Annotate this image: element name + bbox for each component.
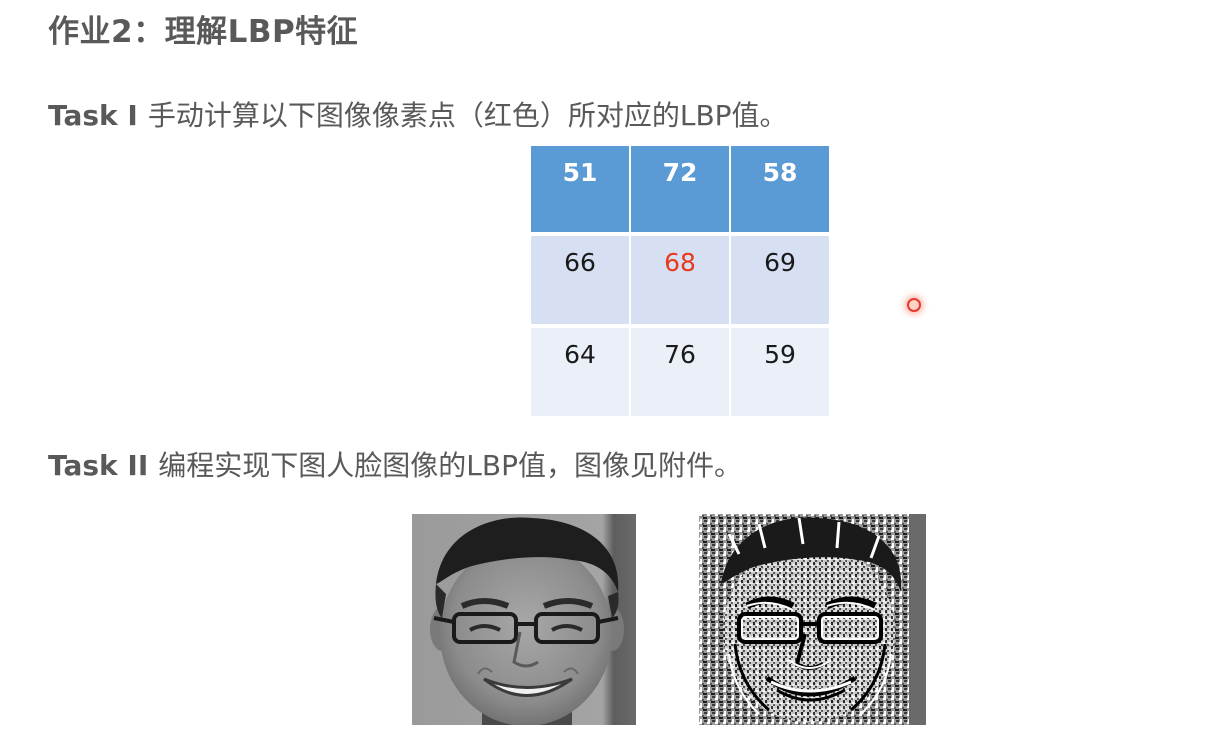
task-2-text: 编程实现下图人脸图像的LBP值，图像见附件。 xyxy=(158,449,742,482)
face-photo-image xyxy=(412,514,636,725)
pointer-cursor-icon xyxy=(907,298,921,312)
task-1-text: 手动计算以下图像像素点（红色）所对应的LBP值。 xyxy=(148,99,788,132)
task-2: Task II 编程实现下图人脸图像的LBP值，图像见附件。 xyxy=(48,444,742,484)
lbp-texture-icon xyxy=(699,514,926,725)
grid-cell-2-1: 76 xyxy=(631,328,729,416)
face-photo-icon xyxy=(412,514,636,725)
lbp-texture-image xyxy=(699,514,926,725)
task-2-label: Task II xyxy=(48,449,148,482)
grid-cell-2-2: 59 xyxy=(731,328,829,416)
task-1-label: Task I xyxy=(48,99,138,132)
grid-cell-1-0: 66 xyxy=(531,236,629,324)
grid-cell-0-1: 72 xyxy=(631,146,729,232)
grid-cell-center-pixel: 68 xyxy=(631,236,729,324)
page-title: 作业2：理解LBP特征 xyxy=(48,6,358,51)
task-1: Task I 手动计算以下图像像素点（红色）所对应的LBP值。 xyxy=(48,94,788,134)
grid-cell-0-2: 58 xyxy=(731,146,829,232)
pixel-grid: 51 72 58 66 68 69 64 76 59 xyxy=(531,146,829,416)
grid-cell-0-0: 51 xyxy=(531,146,629,232)
grid-cell-1-2: 69 xyxy=(731,236,829,324)
grid-cell-2-0: 64 xyxy=(531,328,629,416)
